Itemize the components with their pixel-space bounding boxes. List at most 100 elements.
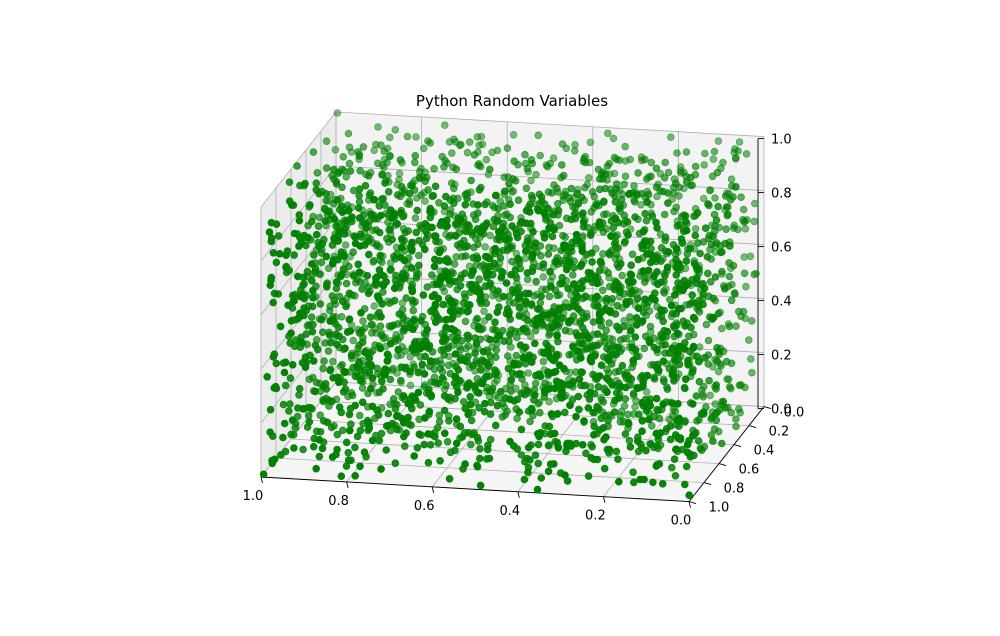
scatter-point xyxy=(553,332,561,340)
scatter-point xyxy=(459,397,468,406)
scatter-point xyxy=(641,332,650,341)
scatter-point xyxy=(458,432,467,441)
scatter-point xyxy=(629,356,637,365)
scatter-point xyxy=(361,348,370,357)
scatter-point xyxy=(664,189,672,197)
scatter-point xyxy=(562,447,570,456)
z-tick-label: 0.6 xyxy=(771,241,792,256)
scatter-point xyxy=(620,211,629,220)
scatter-point xyxy=(362,224,371,232)
scatter-point xyxy=(376,211,385,220)
scatter-point xyxy=(364,172,373,180)
scatter-point xyxy=(710,425,719,433)
scatter-point xyxy=(517,451,526,459)
scatter-point xyxy=(670,207,678,216)
scatter-point xyxy=(534,206,543,215)
scatter-point xyxy=(586,269,595,278)
scatter-point xyxy=(740,218,748,227)
scatter-point xyxy=(628,250,637,259)
scatter-point xyxy=(525,289,533,298)
scatter-point xyxy=(307,260,316,268)
scatter-point xyxy=(277,451,285,459)
y-tick-label: 0.6 xyxy=(739,463,760,478)
scatter-point xyxy=(410,158,419,167)
scatter-point xyxy=(419,144,428,153)
scatter-point xyxy=(355,214,364,222)
scatter-point xyxy=(706,186,715,194)
scatter-point xyxy=(320,357,328,365)
scatter-point xyxy=(747,317,756,325)
scatter-point xyxy=(643,197,651,206)
scatter-point xyxy=(285,178,294,187)
scatter-point xyxy=(358,338,367,347)
scatter-point xyxy=(300,304,308,312)
scatter-point xyxy=(281,381,290,390)
scatter-point xyxy=(521,247,530,256)
scatter-point xyxy=(523,164,532,173)
scatter-point xyxy=(626,313,634,321)
scatter-point xyxy=(269,353,278,361)
scatter-point xyxy=(668,399,677,408)
scatter-point xyxy=(664,168,673,177)
scatter-point xyxy=(515,408,524,416)
scatter-point xyxy=(621,430,630,438)
scatter-point xyxy=(513,233,522,242)
scatter-point xyxy=(465,379,473,387)
scatter-point xyxy=(521,150,529,159)
scatter-point xyxy=(627,375,636,383)
scatter-point xyxy=(602,374,611,383)
scatter-point xyxy=(288,416,297,425)
scatter-point xyxy=(694,239,702,247)
scatter-point xyxy=(509,131,518,139)
scatter-point xyxy=(494,217,502,225)
scatter-point xyxy=(318,328,327,337)
scatter-point xyxy=(678,239,687,247)
scatter-point xyxy=(677,304,685,313)
scatter-point xyxy=(600,338,609,346)
scatter-point xyxy=(414,261,423,270)
scatter-point xyxy=(399,432,408,441)
scatter-point xyxy=(259,470,268,479)
scatter-point xyxy=(744,336,753,344)
scatter-point xyxy=(295,242,303,251)
scatter-point xyxy=(394,345,403,354)
scatter-point xyxy=(439,272,448,280)
scatter-point xyxy=(664,248,673,256)
scatter-point xyxy=(553,409,562,418)
scatter-point xyxy=(671,431,680,439)
scatter-point xyxy=(330,215,339,223)
scatter-point xyxy=(344,448,353,457)
x-tick xyxy=(602,496,606,503)
scatter-point xyxy=(417,191,425,199)
scatter-point xyxy=(638,417,647,425)
scatter-point xyxy=(729,224,738,232)
scatter-point xyxy=(444,361,453,370)
scatter-point xyxy=(634,447,643,456)
scatter-point xyxy=(303,267,312,276)
scatter-point xyxy=(481,243,490,251)
scatter-point xyxy=(467,440,475,449)
scatter-point xyxy=(706,277,715,286)
scatter-point xyxy=(629,389,638,398)
scatter-point xyxy=(392,271,400,280)
scatter-point xyxy=(722,225,730,234)
scatter-point xyxy=(577,193,586,202)
scatter-point xyxy=(673,222,682,230)
scatter-point xyxy=(593,330,602,338)
scatter-point xyxy=(420,245,429,254)
scatter-point xyxy=(446,307,455,315)
scatter-point xyxy=(639,308,648,316)
scatter-point xyxy=(299,281,307,289)
scatter-point xyxy=(502,279,511,287)
scatter-point xyxy=(522,184,531,193)
scatter-point xyxy=(435,199,443,207)
scatter-point xyxy=(526,456,534,464)
scatter-point xyxy=(595,185,604,194)
scatter-point xyxy=(267,273,276,282)
scatter-point xyxy=(614,218,623,227)
scatter-point xyxy=(641,155,649,164)
scatter-point xyxy=(328,292,337,300)
scatter-point xyxy=(586,231,595,240)
scatter-point xyxy=(330,234,338,243)
scatter-point xyxy=(328,258,337,267)
